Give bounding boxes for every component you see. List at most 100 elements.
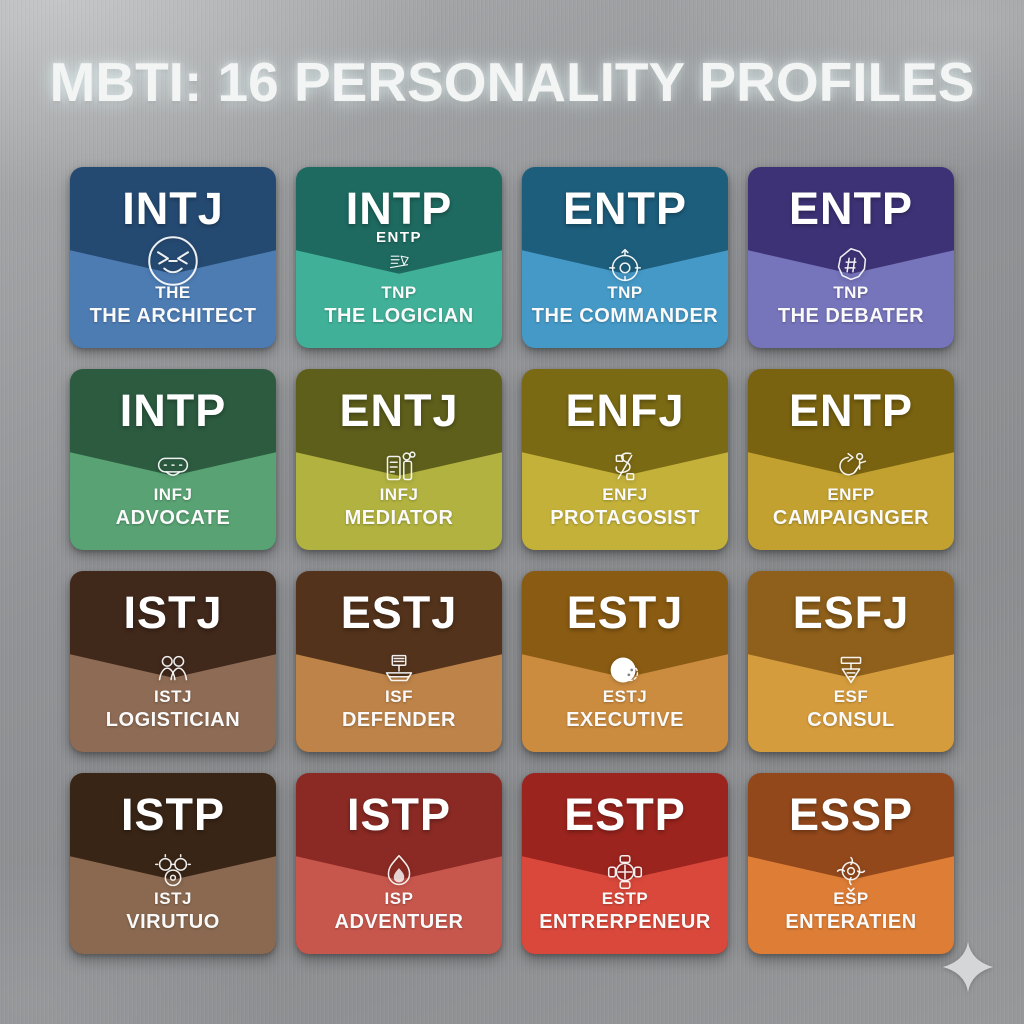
- personality-card: ESTJ ESTJ EXECUTIVE: [522, 571, 728, 752]
- subtitle-code: ESTP: [601, 889, 649, 908]
- icon-wrap: [70, 231, 276, 291]
- personality-card: INTP INFJ ADVOCATE: [70, 369, 276, 550]
- flame-icon: [376, 849, 422, 895]
- subtitle-code: ESF: [833, 687, 869, 706]
- personality-card: ISTP ISTJ VIRUTUO: [70, 773, 276, 954]
- target-icon: [602, 243, 648, 289]
- subtitle-code: TNP: [381, 283, 417, 302]
- type-code: INTJ: [122, 183, 224, 234]
- flower-medal-icon: [828, 849, 874, 895]
- subtitle-code: ENFP: [827, 485, 875, 504]
- subtitle-name: DEFENDER: [341, 709, 456, 731]
- subtitle-code: INFJ: [379, 485, 419, 504]
- icon-wrap: [70, 647, 276, 693]
- personality-card: ESTP ESTP ENTRERPENEUR: [522, 773, 728, 954]
- type-code: ISTP: [120, 789, 226, 840]
- subtitle-name: CAMPAIGNGER: [772, 507, 930, 529]
- subtitle-name: ENTRERPENEUR: [539, 911, 711, 933]
- subtitle-name: THE LOGICIAN: [324, 305, 474, 327]
- type-code: ENFJ: [565, 385, 685, 436]
- subtitle-code: ISTJ: [154, 687, 192, 706]
- icon-wrap: [748, 647, 954, 693]
- icon-wrap: [522, 849, 728, 895]
- subtitle-code: THE: [155, 283, 191, 302]
- type-code: INTP: [345, 183, 453, 234]
- subtitle-name: ADVOCATE: [115, 507, 231, 529]
- subtitle-name: EXECUTIVE: [566, 709, 684, 731]
- icon-wrap: [522, 243, 728, 289]
- gears-icon: [150, 849, 196, 895]
- personality-card: ENTP TNP THE COMMANDER: [522, 167, 728, 348]
- subtitle-code: ISTJ: [154, 889, 192, 908]
- personality-card-grid: INTJ THE THE ARCHITECT INTP ENTP TNP THE…: [70, 167, 954, 954]
- type-code: ENTP: [788, 385, 913, 436]
- subtitle-name: MEDIATOR: [344, 507, 454, 529]
- subtitle-name: ENTERATIEN: [785, 911, 917, 933]
- personality-card: ENTP TNP THE DEBATER: [748, 167, 954, 348]
- glyph-letters-icon: [382, 247, 416, 281]
- ribbon-scroll-icon: [602, 445, 648, 491]
- personality-card: ENTJ INFJ MEDIATOR: [296, 369, 502, 550]
- type-code: ESTJ: [566, 587, 684, 638]
- page-title: MBTI: 16 PERSONALITY PROFILES: [49, 51, 975, 113]
- subtitle-code: TNP: [607, 283, 643, 302]
- personality-card: ESFJ ESF CONSUL: [748, 571, 954, 752]
- personality-card: INTP ENTP TNP THE LOGICIAN: [296, 167, 502, 348]
- subtitle-code: ESP: [833, 889, 869, 908]
- subtitle-name: LOGISTICIAN: [105, 709, 241, 731]
- subtitle-code: ENFJ: [602, 485, 648, 504]
- icon-wrap: [748, 445, 954, 491]
- icon-wrap: [296, 849, 502, 895]
- type-code: ESFJ: [792, 587, 910, 638]
- personality-card: ESSP ESP ENTERATIEN: [748, 773, 954, 954]
- subtitle-code: ISF: [385, 687, 413, 706]
- icon-wrap: [522, 647, 728, 693]
- icon-wrap: ENTP: [296, 229, 502, 281]
- subtitle-name: CONSUL: [807, 709, 895, 731]
- type-code: INTP: [119, 385, 227, 436]
- recycle-person-icon: [828, 445, 874, 491]
- personality-card: INTJ THE THE ARCHITECT: [70, 167, 276, 348]
- type-code: ENTP: [562, 183, 687, 234]
- type-code: ESSP: [788, 789, 914, 840]
- subtitle-name: ADVENTUER: [334, 911, 464, 933]
- owl-icon: [143, 231, 203, 291]
- type-code: ESTJ: [340, 587, 458, 638]
- personality-card: ESTJ ISF DEFENDER: [296, 571, 502, 752]
- ship-flag-icon: [376, 647, 422, 693]
- subtitle-name: THE COMMANDER: [531, 305, 719, 327]
- yinyang-moon-icon: [602, 647, 648, 693]
- subtitle-name: THE ARCHITECT: [89, 305, 257, 327]
- type-code: ENTJ: [339, 385, 459, 436]
- subtitle-code: ESTJ: [602, 687, 648, 706]
- personality-card: ENTP ENFP CAMPAIGNGER: [748, 369, 954, 550]
- type-code: ISTJ: [123, 587, 223, 638]
- subtitle-code: TNP: [833, 283, 869, 302]
- brew-machine-icon: [376, 445, 422, 491]
- personality-card: ENFJ ENFJ PROTAGOSIST: [522, 369, 728, 550]
- type-code: ISTP: [346, 789, 452, 840]
- subtitle-name: THE DEBATER: [777, 305, 925, 327]
- icon-wrap: [70, 445, 276, 491]
- icon-wrap: [748, 849, 954, 895]
- trowel-icon: [828, 647, 874, 693]
- subtitle-name: VIRUTUO: [126, 911, 220, 933]
- people-group-icon: [150, 647, 196, 693]
- subtitle-name: PROTAGOSIST: [550, 507, 700, 529]
- personality-card: ISTP ISP ADVENTUER: [296, 773, 502, 954]
- subtitle-code: ISP: [384, 889, 414, 908]
- subtitle-code: INFJ: [153, 485, 193, 504]
- icon-wrap: [748, 243, 954, 289]
- shield-blob-icon: [828, 243, 874, 289]
- icon-wrap: [296, 445, 502, 491]
- speech-bubble-icon: [150, 445, 196, 491]
- personality-card: ISTJ ISTJ LOGISTICIAN: [70, 571, 276, 752]
- compass-medal-icon: [602, 849, 648, 895]
- type-code: ENTP: [788, 183, 913, 234]
- icon-wrap: [522, 445, 728, 491]
- icon-wrap: [70, 849, 276, 895]
- type-code: ESTP: [564, 789, 686, 840]
- sparkle-icon: [942, 941, 994, 993]
- icon-wrap: [296, 647, 502, 693]
